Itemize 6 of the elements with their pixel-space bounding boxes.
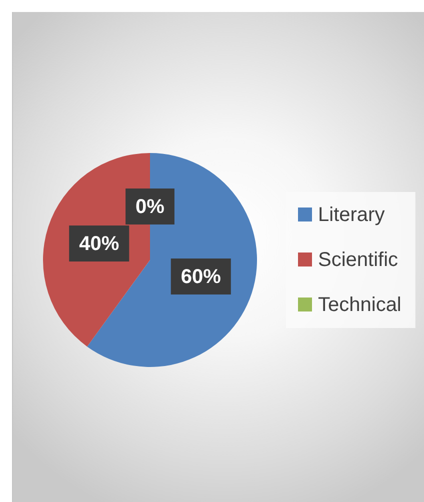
text: 0% bbox=[136, 196, 164, 218]
data-label: 40% bbox=[79, 232, 120, 255]
legend-label: Scientific bbox=[318, 249, 398, 272]
legend-label: Technical bbox=[318, 294, 402, 316]
legend-label: Literary bbox=[318, 204, 385, 226]
data-label: 60% bbox=[180, 266, 222, 288]
